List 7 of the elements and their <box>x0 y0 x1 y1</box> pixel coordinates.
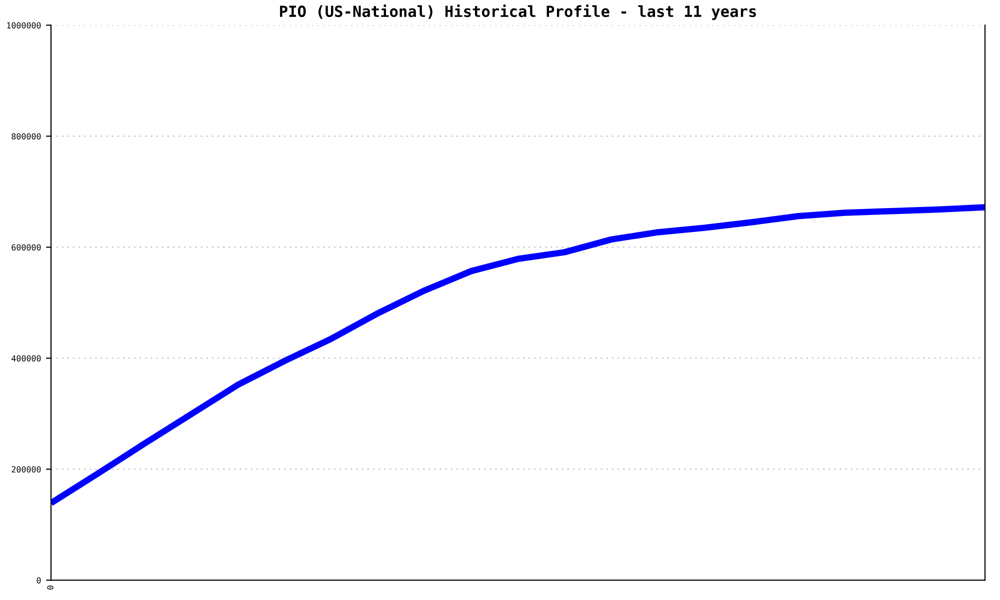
y-tick-label: 800000 <box>12 133 41 140</box>
y-tick-label: 400000 <box>12 355 41 362</box>
y-tick-label: 200000 <box>12 466 41 473</box>
y-tick-label: 0 <box>36 577 41 584</box>
y-tick-label: 1000000 <box>7 22 41 29</box>
chart-title: PIO (US-National) Historical Profile - last 11 years <box>280 4 756 20</box>
y-tick-label: 600000 <box>12 244 41 251</box>
